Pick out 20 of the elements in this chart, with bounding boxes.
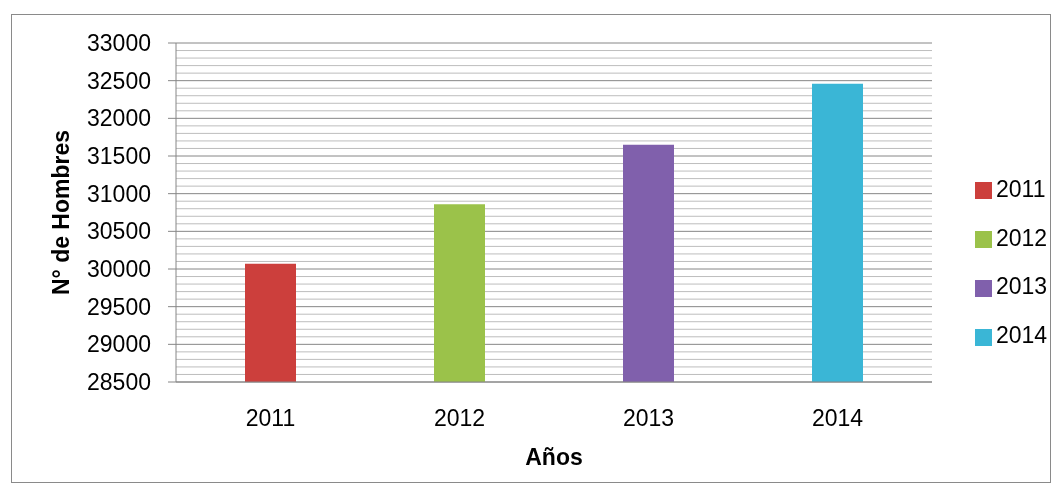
legend-label: 2012	[996, 224, 1048, 251]
y-tick-label: 29000	[87, 331, 151, 358]
y-tick-label: 33000	[87, 30, 151, 56]
y-tick-label: 32000	[87, 105, 151, 132]
y-tick-label: 31000	[87, 180, 151, 207]
legend-label: 2011	[996, 176, 1046, 202]
y-tick-label: 31500	[87, 143, 151, 169]
x-tick-label: 2012	[433, 405, 486, 431]
legend-label: 2013	[996, 273, 1048, 300]
x-tick-label: 2011	[245, 405, 296, 431]
legend-label: 2014	[996, 322, 1048, 349]
y-tick-label: 30000	[87, 256, 151, 282]
y-tick-label: 29500	[87, 293, 151, 320]
x-tick-label: 2014	[811, 405, 864, 431]
y-axis-title: N° de Hombres	[48, 129, 74, 296]
y-tick-label: 30500	[87, 218, 151, 245]
x-tick-label: 2013	[622, 405, 675, 431]
x-axis-title: Años	[525, 443, 583, 470]
y-tick-label: 32500	[87, 67, 151, 94]
y-tick-label: 28500	[87, 369, 151, 395]
